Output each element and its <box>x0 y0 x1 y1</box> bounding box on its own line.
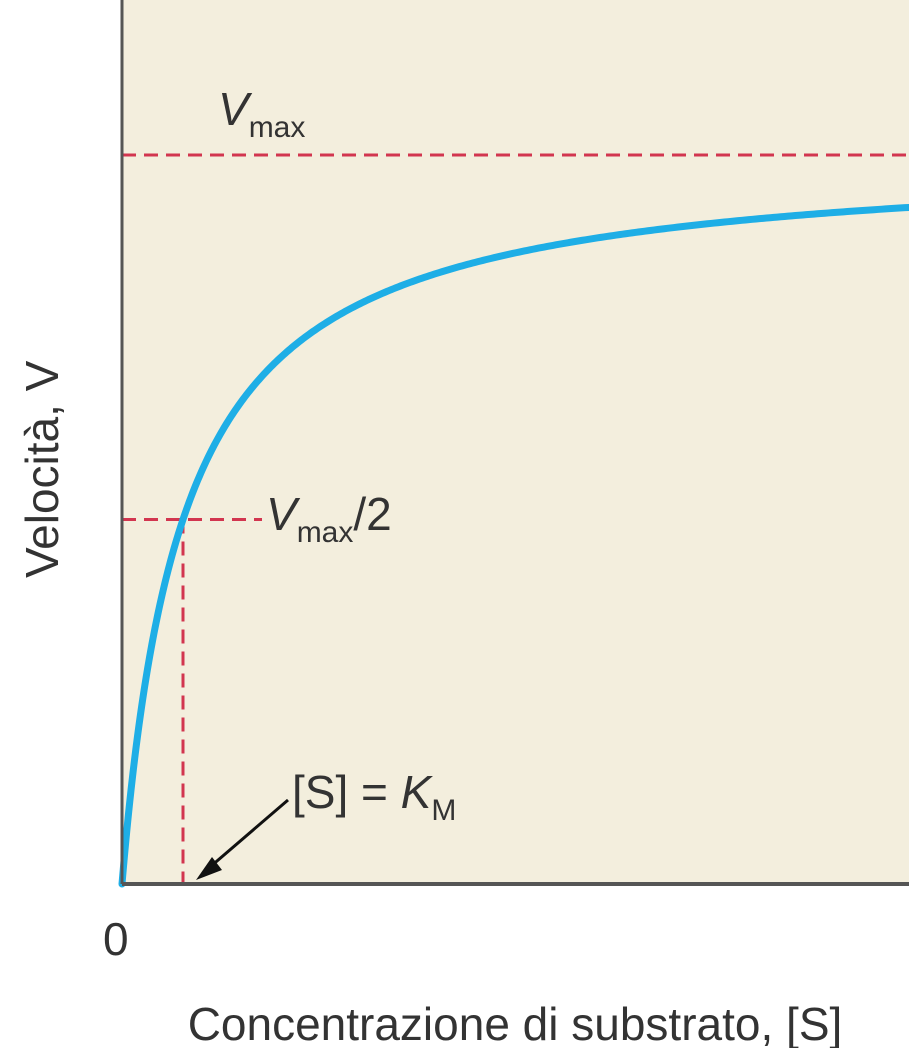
vmax-half-label-subscript: max <box>297 516 354 549</box>
vmax-half-label-main: V <box>266 488 301 540</box>
vmax-half-label: Vmax/2 <box>266 488 392 549</box>
km-arrow-head <box>196 857 222 880</box>
plot-background <box>122 0 909 884</box>
vmax-label-main: V <box>218 83 253 135</box>
km-label-subscript: M <box>431 794 456 827</box>
vmax-half-label-suffix: /2 <box>353 488 391 540</box>
km-label-prefix: [S] = <box>292 766 401 818</box>
x-axis-label: Concentrazione di substrato, [S] <box>188 998 843 1048</box>
vmax-label-subscript: max <box>249 111 306 144</box>
km-arrow <box>209 798 289 869</box>
km-label-main: K <box>401 766 434 818</box>
vmax-label: Vmax <box>218 83 305 144</box>
km-label: [S] = KM <box>292 766 456 827</box>
x-tick-label-0: 0 <box>103 913 129 965</box>
saturation-curve <box>118 203 909 888</box>
y-axis-label: Velocità, V <box>16 360 68 578</box>
